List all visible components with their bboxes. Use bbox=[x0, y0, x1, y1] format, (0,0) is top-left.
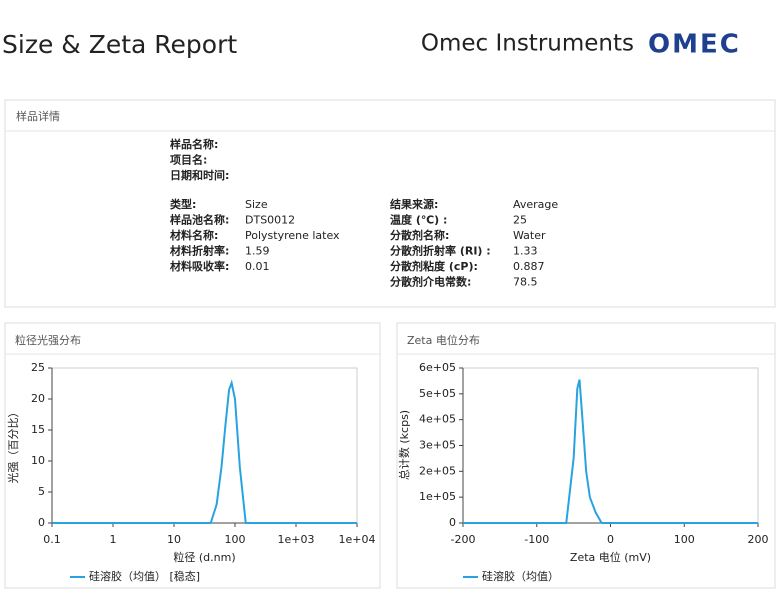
x-tick-label: 0 bbox=[607, 533, 614, 546]
y-tick-label: 15 bbox=[31, 423, 45, 436]
field-label: 样品池名称: bbox=[170, 213, 229, 227]
field-label: 结果来源: bbox=[389, 197, 438, 211]
chart-panel bbox=[4, 322, 381, 589]
y-tick-label: 4e+05 bbox=[419, 413, 456, 426]
field-label: 温度 (℃) : bbox=[390, 213, 447, 227]
x-axis-label: Zeta 电位 (mV) bbox=[570, 550, 651, 564]
legend-label: 硅溶胶（均值） bbox=[482, 569, 559, 583]
field-value: DTS0012 bbox=[245, 214, 295, 227]
y-tick-label: 5 bbox=[38, 485, 45, 498]
field-label: 材料吸收率: bbox=[170, 259, 229, 273]
y-tick-label: 10 bbox=[31, 454, 45, 467]
y-tick-label: 5e+05 bbox=[419, 387, 456, 400]
x-tick-label: -100 bbox=[524, 533, 549, 546]
x-axis-label: 粒径 (d.nm) bbox=[173, 550, 235, 564]
field-label: 项目名: bbox=[170, 153, 207, 167]
field-value: 0.01 bbox=[245, 260, 270, 273]
plot-area bbox=[462, 367, 759, 524]
field-label: 分散剂介电常数: bbox=[390, 275, 471, 289]
x-tick-label: 200 bbox=[748, 533, 769, 546]
y-tick-label: 6e+05 bbox=[419, 361, 456, 374]
field-label: 材料折射率: bbox=[170, 244, 229, 258]
field-value: Average bbox=[513, 198, 558, 211]
field-value: 0.887 bbox=[513, 260, 545, 273]
field-label: 材料名称: bbox=[170, 228, 218, 242]
chart-title: Zeta 电位分布 bbox=[407, 333, 480, 347]
field-value: 78.5 bbox=[513, 276, 538, 289]
y-axis-label: 总计数 (kcps) bbox=[397, 410, 411, 480]
chart-title: 粒径光强分布 bbox=[15, 333, 81, 347]
field-label: 分散剂名称: bbox=[390, 228, 449, 242]
chart-panel bbox=[396, 322, 776, 589]
field-value: Water bbox=[513, 229, 546, 242]
y-tick-label: 3e+05 bbox=[419, 439, 456, 452]
field-label: 分散剂折射率 (RI) : bbox=[390, 244, 491, 258]
details-panel bbox=[4, 99, 776, 308]
field-value: 1.33 bbox=[513, 245, 538, 258]
field-value: 25 bbox=[513, 214, 527, 227]
data-line bbox=[463, 379, 758, 524]
plot-area bbox=[51, 367, 358, 524]
panel-title: 样品详情 bbox=[16, 109, 60, 123]
legend-label: 硅溶胶（均值） [稳态] bbox=[89, 569, 200, 583]
y-tick-label: 0 bbox=[38, 516, 45, 529]
data-line bbox=[52, 379, 357, 524]
y-tick-label: 20 bbox=[31, 392, 45, 405]
field-label: 分散剂粘度 (cP): bbox=[390, 259, 478, 273]
y-tick-label: 25 bbox=[31, 361, 45, 374]
y-tick-label: 2e+05 bbox=[419, 464, 456, 477]
x-tick-label: 10 bbox=[167, 533, 181, 546]
field-value: Polystyrene latex bbox=[245, 229, 340, 242]
field-label: 样品名称: bbox=[170, 137, 218, 151]
y-tick-label: 1e+05 bbox=[419, 490, 456, 503]
x-tick-label: 1e+03 bbox=[278, 533, 315, 546]
field-label: 日期和时间: bbox=[170, 168, 229, 182]
x-tick-label: 100 bbox=[674, 533, 695, 546]
x-tick-label: 100 bbox=[225, 533, 246, 546]
company-name: Omec Instruments bbox=[421, 31, 634, 57]
logo: OMEC bbox=[648, 30, 741, 60]
x-tick-label: 0.1 bbox=[43, 533, 61, 546]
x-tick-label: -200 bbox=[451, 533, 476, 546]
report-title: Size & Zeta Report bbox=[2, 30, 237, 59]
x-tick-label: 1e+04 bbox=[339, 533, 376, 546]
field-value: Size bbox=[245, 198, 268, 211]
x-tick-label: 1 bbox=[110, 533, 117, 546]
field-label: 类型: bbox=[170, 197, 196, 211]
y-tick-label: 0 bbox=[449, 516, 456, 529]
field-value: 1.59 bbox=[245, 245, 270, 258]
y-axis-label: 光强（百分比） bbox=[6, 407, 20, 484]
